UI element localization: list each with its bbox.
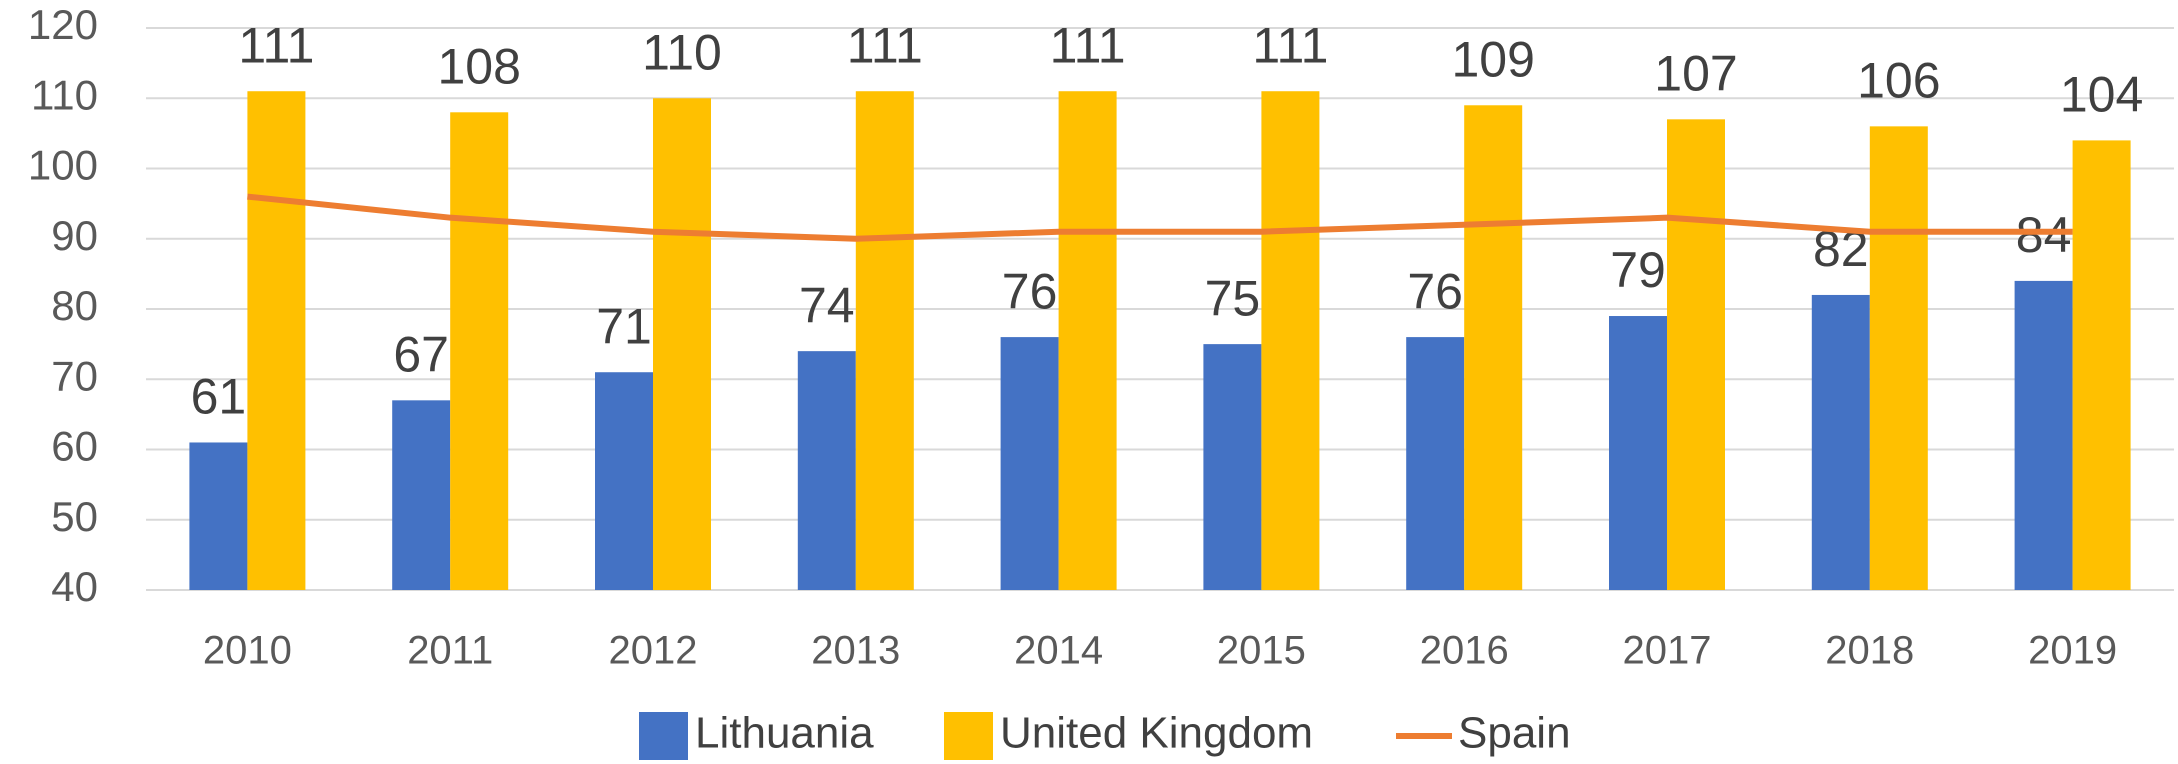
y-tick-label: 70 [51,352,98,399]
legend-key [639,712,688,760]
x-tick-label: 2013 [811,629,900,673]
data-label: 76 [1002,263,1058,319]
data-label: 108 [437,39,520,95]
y-tick-label: 50 [51,493,98,540]
legend-label: Lithuania [695,709,874,758]
data-label: 110 [642,24,722,80]
data-label: 111 [1252,17,1328,73]
bar [1667,119,1725,590]
x-tick-label: 2016 [1420,629,1509,673]
data-label: 84 [2016,207,2072,263]
line [247,193,2073,242]
bar [1609,316,1667,590]
data-label: 76 [1407,263,1463,319]
x-tick-label: 2011 [407,629,493,673]
bar [1464,105,1523,591]
bar [1000,337,1059,590]
bar [392,400,451,590]
y-tick-label: 40 [51,563,98,610]
legend-key [944,712,993,760]
bar [595,372,653,590]
bar [1406,337,1465,590]
data-label: 67 [393,327,449,383]
y-tick-label: 110 [31,71,98,118]
data-label: 74 [799,277,855,333]
bar [1203,344,1262,590]
y-tick-label: 90 [51,212,98,259]
bar [1869,126,1928,590]
x-tick-label: 2019 [2028,629,2117,673]
bar [2072,140,2131,590]
data-label: 79 [1610,242,1666,298]
data-label: 109 [1451,31,1534,87]
bar [797,351,856,590]
data-label: 71 [596,298,652,354]
bar [450,112,509,591]
bar [247,91,306,590]
legend-label: United Kingdom [1000,709,1313,758]
bar [189,442,248,590]
data-label: 104 [2060,67,2143,123]
y-tick-label: 120 [28,1,98,48]
bar [1261,91,1320,590]
x-tick-label: 2017 [1623,629,1712,673]
bar [1058,91,1117,590]
data-label: 61 [191,369,247,425]
bar [2014,280,2073,590]
data-label: 111 [238,17,314,73]
data-label: 106 [1857,53,1940,109]
bar [855,91,914,590]
x-tick-label: 2015 [1217,629,1306,673]
x-tick-label: 2018 [1825,629,1914,673]
bar [1811,294,1870,590]
data-label: 111 [1050,17,1126,73]
x-tick-label: 2012 [609,629,698,673]
data-label: 107 [1654,46,1737,102]
data-label: 75 [1205,270,1261,326]
legend-label: Spain [1458,709,1571,758]
y-tick-label: 60 [51,423,98,470]
x-tick-label: 2014 [1014,629,1103,673]
y-tick-label: 80 [51,282,98,329]
x-tick-label: 2010 [203,629,292,673]
y-tick-label: 100 [28,142,98,189]
data-label: 111 [847,17,923,73]
bar [653,98,711,590]
